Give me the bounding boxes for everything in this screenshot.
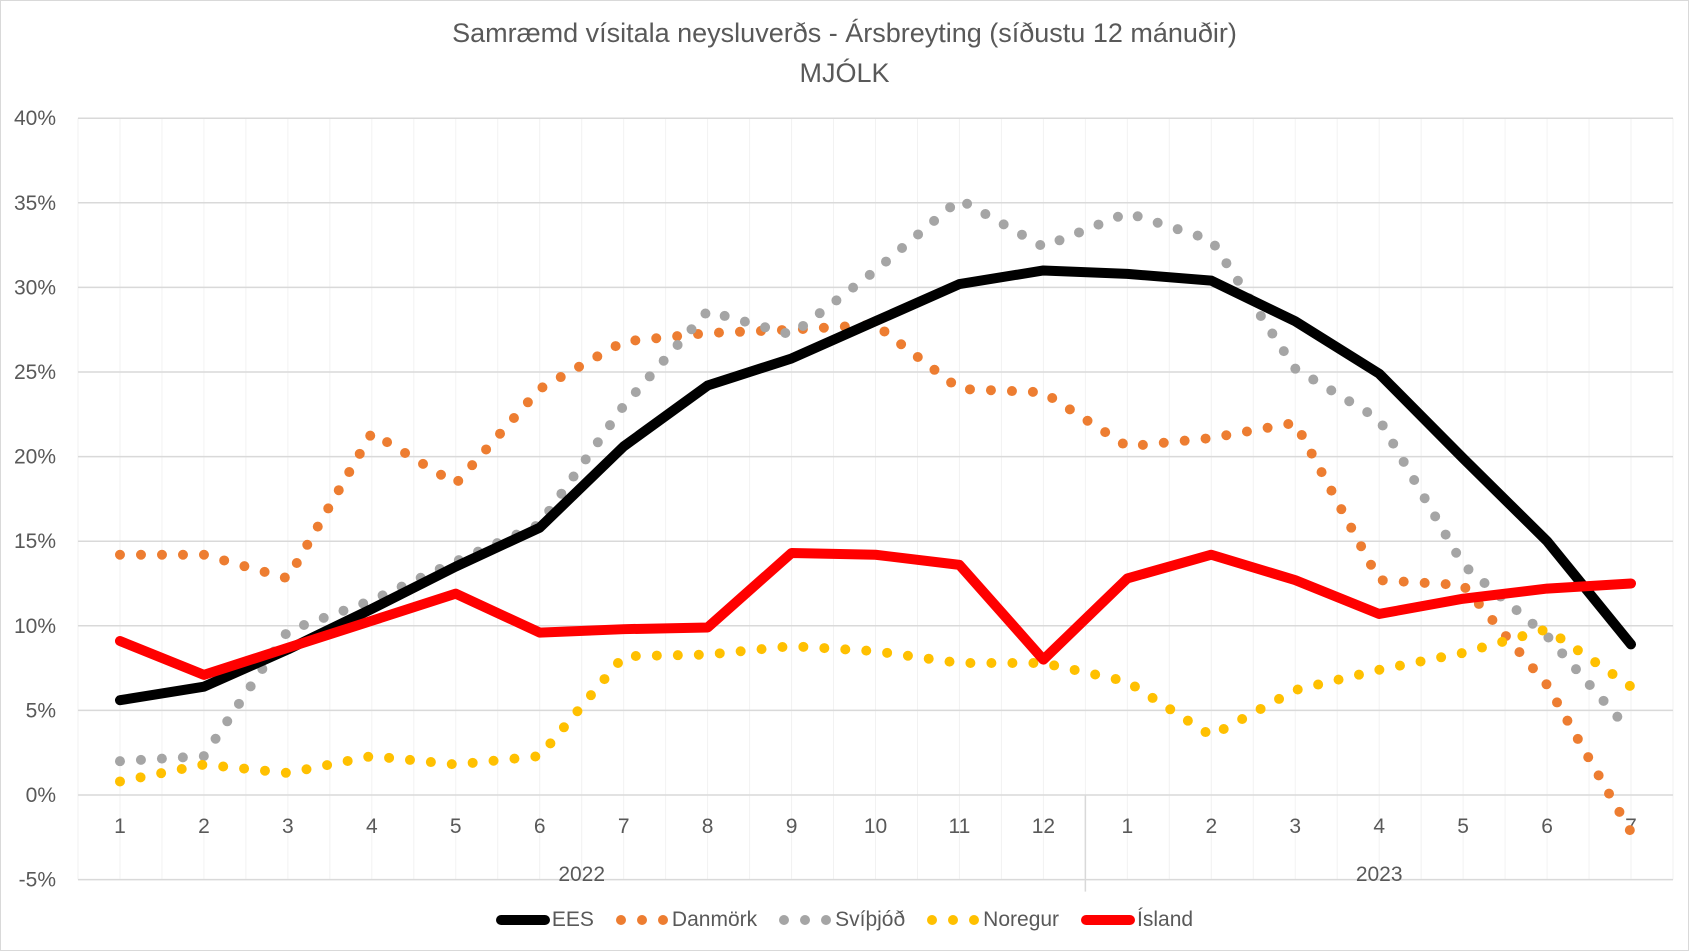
legend: EES Danmörk Svíþjóð Noregur Ísland: [0, 908, 1689, 932]
x-tick-label: 5: [1457, 815, 1469, 838]
series-ees-line: [114, 265, 1637, 706]
legend-label: Noregur: [983, 908, 1060, 931]
x-tick-label: 4: [366, 815, 378, 838]
y-tick-label: 0%: [26, 784, 56, 807]
y-tick-label: 35%: [14, 192, 56, 215]
year-label: 2023: [1356, 863, 1403, 886]
chart-title: Samræmd vísitala neysluverðs - Ársbreyti…: [452, 18, 1237, 48]
x-tick-label: 10: [864, 815, 887, 838]
legend-swatch: [779, 915, 834, 925]
legend-swatch: [927, 915, 982, 925]
legend-label: Danmörk: [671, 908, 758, 931]
x-tick-label: 9: [786, 815, 798, 838]
legend-swatch: [495, 915, 550, 925]
legend-item: Svíþjóð: [779, 908, 905, 932]
x-tick-label: 2: [198, 815, 210, 838]
y-tick-label: 30%: [14, 276, 56, 299]
series-ísland-line: [114, 548, 1637, 680]
y-tick-label: 10%: [14, 615, 56, 638]
y-tick-label: 25%: [14, 361, 56, 384]
y-tick-label: 40%: [14, 107, 56, 130]
x-tick-label: 7: [618, 815, 630, 838]
x-tick-label: 12: [1032, 815, 1055, 838]
legend-label: EES: [551, 908, 594, 931]
x-tick-label: 6: [534, 815, 546, 838]
legend-item: EES: [495, 908, 594, 932]
year-label: 2022: [558, 863, 605, 886]
chart-subtitle: MJÓLK: [799, 58, 890, 88]
y-tick-label: 5%: [26, 699, 56, 722]
y-tick-label: 20%: [14, 446, 56, 469]
series-noregur-line: [114, 624, 1637, 787]
legend-label: Ísland: [1137, 908, 1194, 931]
x-tick-label: 1: [1121, 815, 1133, 838]
x-tick-label: 3: [282, 815, 294, 838]
x-tick-label: 5: [450, 815, 462, 838]
legend-label: Svíþjóð: [835, 908, 906, 931]
x-tick-label: 8: [702, 815, 714, 838]
legend-swatch: [1081, 915, 1136, 925]
y-tick-label: 15%: [14, 530, 56, 553]
series-danmörk-line: [114, 319, 1637, 838]
x-tick-label: 11: [949, 815, 971, 838]
x-tick-label: 6: [1541, 815, 1553, 838]
x-tick-label: 1: [114, 815, 126, 838]
legend-item: Danmörk: [615, 908, 758, 932]
x-tick-label: 4: [1373, 815, 1385, 838]
legend-item: Ísland: [1081, 908, 1193, 932]
y-tick-label: -5%: [19, 869, 56, 892]
legend-item: Noregur: [927, 908, 1059, 932]
x-tick-label: 3: [1289, 815, 1301, 838]
x-tick-label: 2: [1205, 815, 1217, 838]
legend-swatch: [615, 915, 670, 925]
